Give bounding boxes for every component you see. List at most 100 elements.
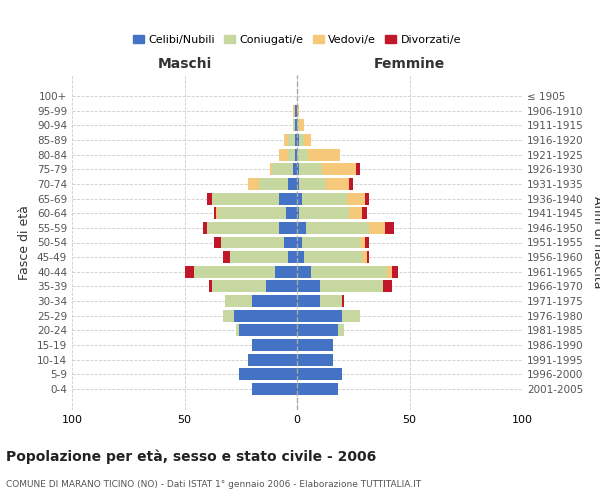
Text: Maschi: Maschi (157, 58, 212, 71)
Bar (297, 324, 337, 336)
Bar (360, 236, 365, 248)
Bar (302, 192, 347, 204)
Bar (279, 222, 297, 234)
Bar (295, 134, 297, 146)
Bar (342, 295, 344, 307)
Bar (297, 354, 333, 366)
Bar (297, 164, 299, 175)
Bar (320, 280, 383, 292)
Bar (216, 207, 218, 219)
Bar (297, 310, 342, 322)
Bar (392, 266, 398, 278)
Bar (337, 324, 344, 336)
Bar (185, 266, 193, 278)
Bar (365, 192, 369, 204)
Bar (218, 207, 286, 219)
Bar (299, 164, 322, 175)
Bar (214, 236, 221, 248)
Bar (288, 148, 295, 160)
Bar (295, 120, 297, 132)
Bar (347, 192, 365, 204)
Bar (209, 280, 212, 292)
Bar (299, 120, 304, 132)
Bar (297, 222, 306, 234)
Bar (385, 222, 394, 234)
Text: COMUNE DI MARANO TICINO (NO) - Dati ISTAT 1° gennaio 2006 - Elaborazione TUTTITA: COMUNE DI MARANO TICINO (NO) - Dati ISTA… (6, 480, 421, 489)
Bar (207, 222, 279, 234)
Bar (239, 324, 297, 336)
Bar (297, 251, 304, 263)
Bar (229, 251, 288, 263)
Bar (342, 310, 360, 322)
Bar (193, 266, 275, 278)
Bar (295, 105, 297, 117)
Bar (369, 222, 385, 234)
Bar (284, 134, 288, 146)
Bar (248, 178, 259, 190)
Bar (297, 236, 302, 248)
Bar (297, 368, 342, 380)
Bar (279, 192, 297, 204)
Bar (293, 120, 295, 132)
Bar (214, 207, 216, 219)
Bar (279, 148, 288, 160)
Bar (221, 236, 284, 248)
Bar (248, 354, 297, 366)
Y-axis label: Anni di nascita: Anni di nascita (592, 196, 600, 289)
Bar (288, 134, 295, 146)
Bar (297, 207, 299, 219)
Bar (203, 222, 207, 234)
Bar (299, 178, 326, 190)
Bar (297, 192, 302, 204)
Bar (306, 222, 369, 234)
Bar (320, 295, 342, 307)
Bar (225, 295, 252, 307)
Bar (304, 251, 362, 263)
Bar (234, 310, 297, 322)
Bar (239, 368, 297, 380)
Bar (293, 164, 297, 175)
Bar (259, 178, 288, 190)
Bar (304, 134, 311, 146)
Bar (299, 207, 349, 219)
Bar (297, 280, 320, 292)
Bar (272, 164, 293, 175)
Bar (223, 251, 229, 263)
Bar (308, 148, 340, 160)
Bar (326, 178, 349, 190)
Bar (349, 207, 362, 219)
Bar (286, 207, 297, 219)
Bar (297, 120, 299, 132)
Bar (212, 192, 279, 204)
Y-axis label: Fasce di età: Fasce di età (19, 205, 31, 280)
Bar (349, 178, 353, 190)
Legend: Celibi/Nubili, Coniugati/e, Vedovi/e, Divorzati/e: Celibi/Nubili, Coniugati/e, Vedovi/e, Di… (128, 30, 466, 49)
Bar (365, 236, 369, 248)
Bar (297, 383, 337, 395)
Bar (288, 251, 297, 263)
Bar (284, 236, 297, 248)
Bar (297, 134, 299, 146)
Bar (252, 339, 297, 351)
Bar (387, 266, 392, 278)
Bar (362, 251, 367, 263)
Text: Femmine: Femmine (374, 58, 445, 71)
Bar (297, 339, 333, 351)
Bar (275, 266, 297, 278)
Bar (252, 383, 297, 395)
Bar (355, 164, 360, 175)
Bar (297, 148, 308, 160)
Bar (295, 148, 297, 160)
Bar (293, 105, 295, 117)
Bar (223, 310, 234, 322)
Bar (302, 236, 360, 248)
Bar (265, 280, 297, 292)
Bar (236, 324, 239, 336)
Bar (207, 192, 212, 204)
Bar (322, 164, 355, 175)
Bar (212, 280, 265, 292)
Bar (362, 207, 367, 219)
Text: Popolazione per età, sesso e stato civile - 2006: Popolazione per età, sesso e stato civil… (6, 450, 376, 464)
Bar (299, 134, 304, 146)
Bar (297, 266, 311, 278)
